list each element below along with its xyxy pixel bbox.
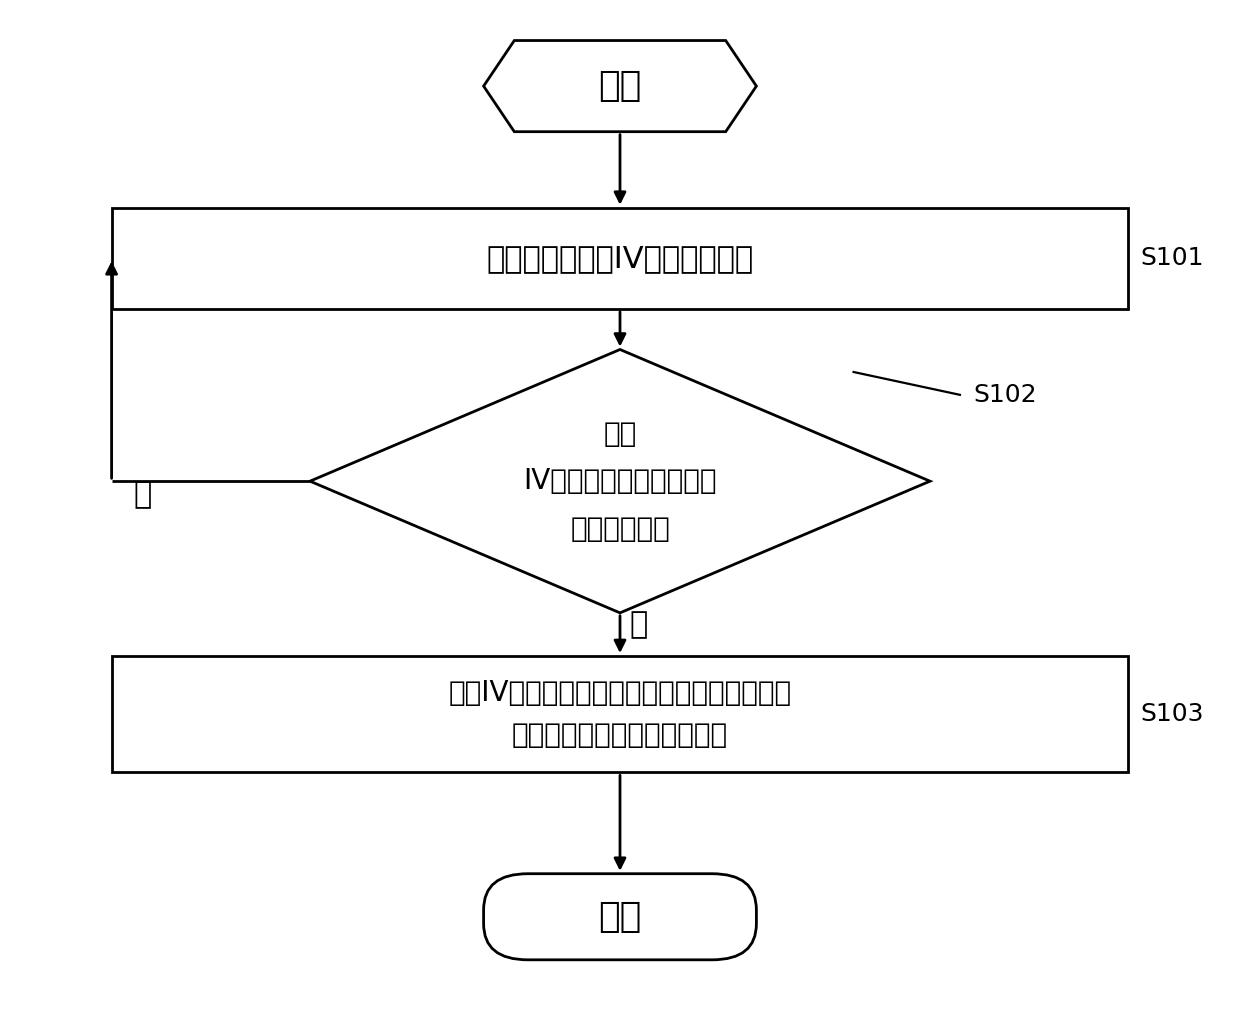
Text: 结束: 结束 bbox=[599, 900, 641, 934]
Polygon shape bbox=[484, 41, 756, 132]
Text: S101: S101 bbox=[1141, 246, 1204, 270]
Text: 否: 否 bbox=[134, 480, 151, 509]
Text: 得到光伏组件的故障诊断结果: 得到光伏组件的故障诊断结果 bbox=[512, 721, 728, 750]
Bar bbox=[112, 208, 1128, 309]
Polygon shape bbox=[310, 349, 930, 613]
Text: 根据IV曲线扫描数据以及预设诊断模型，判断: 根据IV曲线扫描数据以及预设诊断模型，判断 bbox=[449, 679, 791, 707]
Text: 获取光伏组件的IV曲线扫描数据: 获取光伏组件的IV曲线扫描数据 bbox=[486, 244, 754, 272]
Text: 故障诊断条件: 故障诊断条件 bbox=[570, 515, 670, 543]
Bar bbox=[112, 656, 1128, 772]
Text: S102: S102 bbox=[973, 383, 1037, 407]
Text: IV曲线扫描数据是否满足: IV曲线扫描数据是否满足 bbox=[523, 467, 717, 495]
Text: 开始: 开始 bbox=[599, 69, 641, 103]
Text: 是: 是 bbox=[630, 611, 647, 639]
Text: S103: S103 bbox=[1141, 702, 1204, 726]
FancyBboxPatch shape bbox=[484, 873, 756, 960]
Text: 判断: 判断 bbox=[604, 419, 636, 448]
